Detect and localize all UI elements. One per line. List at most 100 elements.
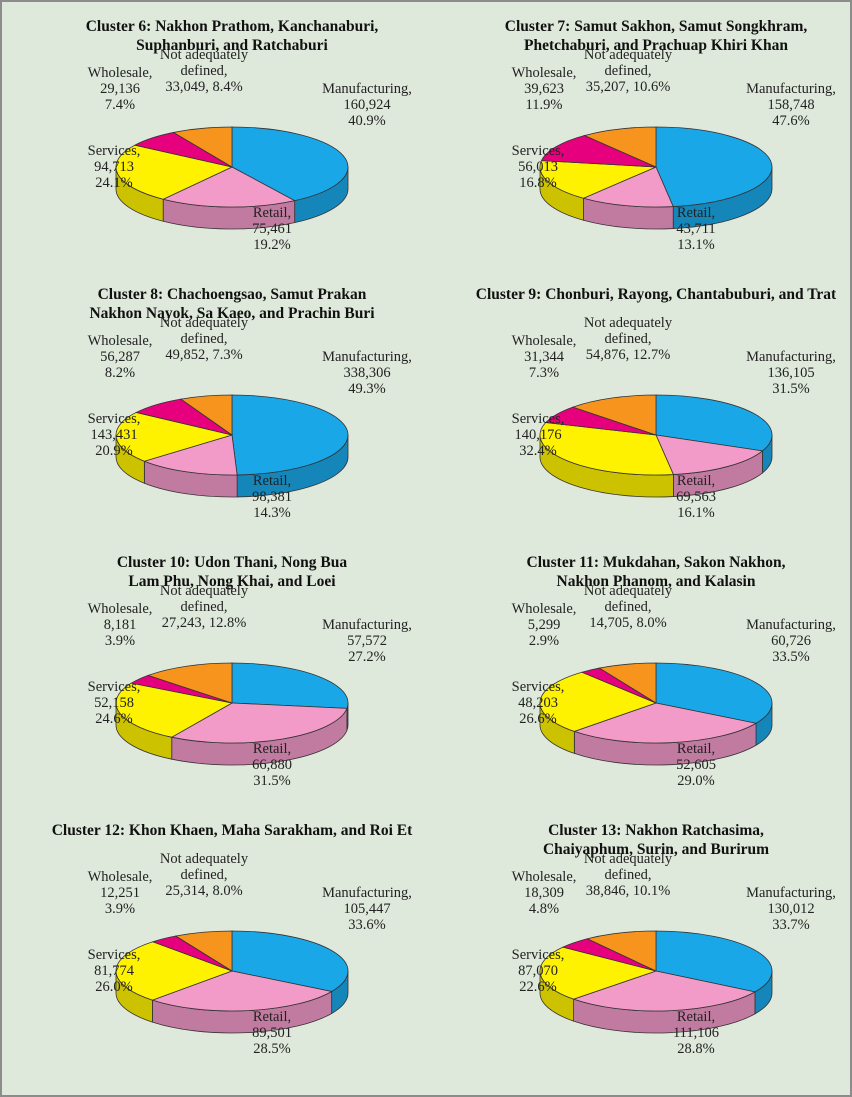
pie-slice — [539, 946, 658, 1000]
value-label: 33,049, — [165, 79, 209, 95]
percent-label: 10.1% — [632, 883, 671, 899]
value-label: 54,876, — [585, 347, 630, 363]
value-label: 14,705, — [589, 615, 633, 631]
slice-label: Manufacturing, 158,748 47.6% — [731, 81, 850, 129]
value-label: 8,181 — [103, 617, 137, 633]
pie — [115, 662, 349, 766]
category-label: Services, — [511, 411, 565, 427]
category-label: Not adequately defined, — [159, 583, 249, 615]
category-label: Not adequately defined, — [583, 47, 673, 79]
percent-label: 28.5% — [253, 1041, 291, 1057]
percent-label: 33.6% — [348, 917, 386, 933]
percent-label: 22.6% — [519, 979, 557, 995]
category-label: Services, — [511, 947, 565, 963]
pie-slice — [586, 930, 657, 972]
pie — [539, 662, 773, 766]
percent-label: 28.8% — [677, 1041, 715, 1057]
chart-title: Cluster 6: Nakhon Prathom, Kanchanaburi,… — [85, 18, 379, 54]
value-label: 75,461 — [252, 221, 292, 237]
percent-label: 10.6% — [632, 79, 671, 95]
pie — [115, 394, 349, 498]
category-label: Services, — [87, 143, 141, 159]
category-label: Services, — [511, 143, 565, 159]
pie-slice — [655, 930, 773, 993]
percent-label: 24.1% — [95, 175, 133, 191]
percent-label: 19.2% — [253, 237, 291, 253]
category-label: Retail, — [252, 205, 292, 221]
category-label: Manufacturing, — [746, 349, 836, 365]
category-label: Wholesale, — [511, 333, 577, 349]
percent-label: 2.9% — [528, 633, 560, 649]
percent-label: 32.4% — [519, 443, 557, 459]
value-label: 143,431 — [90, 427, 138, 443]
value-label: 94,713 — [94, 159, 134, 175]
value-label: 87,070 — [518, 963, 558, 979]
pie-slice — [170, 702, 348, 744]
slice-label: Retail, 111,106 28.8% — [636, 1009, 756, 1057]
chart-title: Cluster 13: Nakhon Ratchasima, Chaiyaphu… — [542, 822, 770, 858]
percent-label: 40.9% — [348, 113, 386, 129]
value-label: 52,158 — [94, 695, 134, 711]
slice-label: Retail, 66,880 31.5% — [212, 741, 332, 789]
category-label: Retail, — [252, 741, 292, 757]
value-label: 39,623 — [524, 81, 564, 97]
slice-label: Wholesale, 5,299 2.9% — [484, 601, 604, 649]
chart-title: Cluster 11: Mukdahan, Sakon Nakhon, Nakh… — [526, 554, 786, 590]
value-label: 29,136 — [100, 81, 140, 97]
percent-label: 29.0% — [677, 773, 715, 789]
pie-slice — [174, 930, 233, 972]
value-label: 140,176 — [514, 427, 562, 443]
value-label: 35,207, — [585, 79, 630, 95]
category-label: Retail, — [252, 1009, 292, 1025]
value-label: 136,105 — [767, 365, 815, 381]
slice-label: Manufacturing, 57,572 27.2% — [307, 617, 427, 665]
category-label: Manufacturing, — [322, 81, 412, 97]
percent-label: 47.6% — [772, 113, 810, 129]
category-label: Wholesale, — [511, 601, 577, 617]
value-label: 56,013 — [518, 159, 558, 175]
pie-slice — [146, 662, 233, 704]
pie-slice — [539, 671, 658, 732]
slice-label: Manufacturing, 130,012 33.7% — [731, 885, 850, 933]
percent-label: 8.0% — [212, 883, 243, 899]
value-label: 56,287 — [100, 349, 140, 365]
slice-label: Not adequately defined, 25,314, 8.0% — [144, 851, 264, 899]
value-label: 98,381 — [252, 489, 292, 505]
pie — [115, 126, 349, 230]
pie-slice — [539, 422, 675, 476]
pie-slice — [598, 662, 657, 704]
percent-label: 8.2% — [104, 365, 136, 381]
percent-label: 12.8% — [208, 615, 247, 631]
category-label: Not adequately defined, — [583, 315, 673, 347]
pie-slice — [115, 682, 234, 738]
percent-label: 26.6% — [519, 711, 557, 727]
pie-slice — [143, 434, 238, 476]
category-label: Manufacturing, — [746, 617, 836, 633]
pie-slice — [151, 970, 333, 1012]
slice-label: Not adequately defined, 33,049, 8.4% — [144, 47, 264, 95]
pie-slice — [179, 394, 233, 436]
pie-slice — [573, 702, 758, 744]
slice-label: Services, 56,013 16.8% — [478, 143, 598, 191]
percent-label: 16.1% — [677, 505, 715, 521]
percent-label: 49.3% — [348, 381, 386, 397]
category-label: Manufacturing, — [746, 885, 836, 901]
pie-slice — [539, 160, 657, 199]
chart-title: Cluster 7: Samut Sakhon, Samut Songkhram… — [504, 18, 808, 54]
value-label: 49,852, — [165, 347, 209, 363]
slice-label: Wholesale, 56,287 8.2% — [60, 333, 180, 381]
percent-label: 20.9% — [95, 443, 133, 459]
percent-label: 7.3% — [212, 347, 243, 363]
percent-label: 3.9% — [104, 633, 136, 649]
category-label: Retail, — [676, 741, 716, 757]
percent-label: 11.9% — [525, 97, 563, 113]
slice-label: Services, 143,431 20.9% — [54, 411, 174, 459]
slice-label: Retail, 43,711 13.1% — [636, 205, 756, 253]
value-label: 25,314, — [165, 883, 209, 899]
value-label: 81,774 — [94, 963, 134, 979]
slice-label: Services, 94,713 24.1% — [54, 143, 174, 191]
slice-label: Not adequately defined, 27,243, 12.8% — [144, 583, 264, 631]
slice-label: Not adequately defined, 14,705, 8.0% — [568, 583, 688, 631]
percent-label: 26.0% — [95, 979, 133, 995]
